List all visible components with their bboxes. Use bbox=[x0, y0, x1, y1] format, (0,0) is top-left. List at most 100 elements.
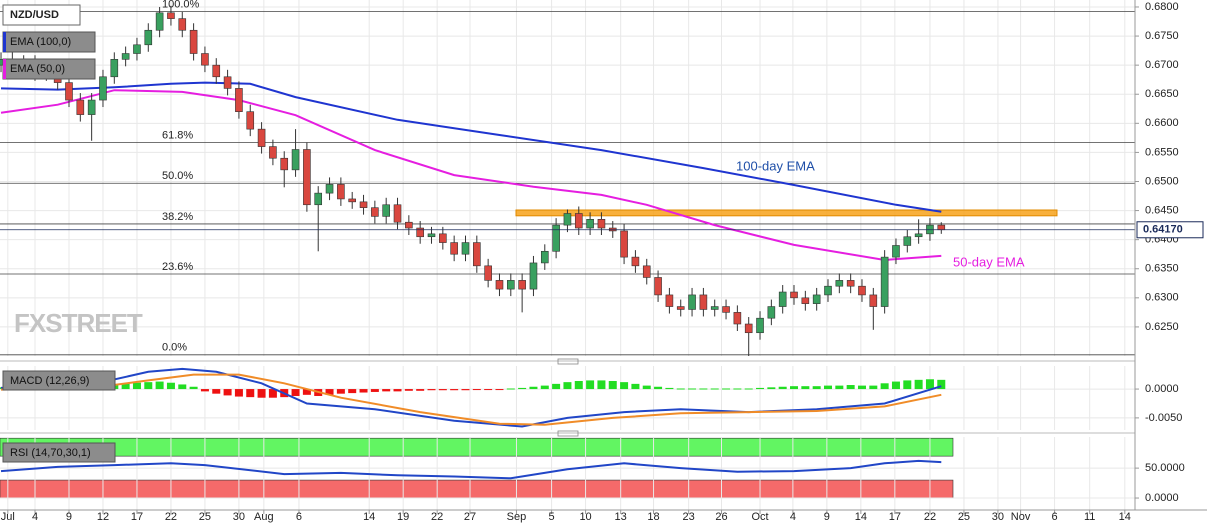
candle-body bbox=[801, 297, 810, 304]
candle-body bbox=[473, 242, 481, 267]
candle-body bbox=[540, 250, 549, 264]
histogram-bar bbox=[756, 387, 765, 390]
resize-handle[interactable] bbox=[557, 358, 579, 365]
x-tick-label: 30 bbox=[233, 511, 245, 523]
candle-body bbox=[880, 256, 889, 307]
candle-body bbox=[189, 29, 198, 54]
candle-body bbox=[869, 294, 878, 307]
candle-body bbox=[223, 76, 232, 89]
candle-body bbox=[620, 230, 628, 258]
histogram-bar bbox=[790, 386, 799, 390]
x-tick-label: 4 bbox=[32, 511, 38, 523]
x-tick-label: 11 bbox=[1084, 511, 1095, 523]
x-tick-label: 14 bbox=[363, 511, 375, 523]
candle-body bbox=[87, 99, 96, 115]
candle-body bbox=[631, 256, 640, 267]
x-tick-label: 17 bbox=[889, 511, 901, 523]
histogram-bar bbox=[336, 389, 345, 394]
candle-body bbox=[642, 265, 651, 278]
candle-body bbox=[699, 294, 708, 310]
candle-body bbox=[76, 99, 85, 115]
candle-body bbox=[257, 128, 266, 147]
histogram-bar bbox=[733, 388, 742, 390]
candle-body bbox=[235, 88, 243, 112]
series-line bbox=[0, 89, 942, 262]
panel-title: RSI (14,70,30,1) bbox=[10, 447, 91, 459]
histogram-bar bbox=[450, 389, 459, 391]
y-tick-label: 50.0000 bbox=[1145, 462, 1185, 474]
x-tick-label: 25 bbox=[958, 511, 970, 523]
last-price-box bbox=[1136, 221, 1204, 239]
candle-body bbox=[858, 285, 866, 296]
y-tick-label: 0.6350 bbox=[1145, 263, 1179, 275]
y-tick-label: 0.6250 bbox=[1145, 321, 1179, 333]
chart-title: NZD/USD bbox=[10, 9, 59, 21]
x-tick-label: 12 bbox=[97, 511, 109, 523]
candle-body bbox=[744, 323, 753, 334]
histogram-bar bbox=[438, 389, 447, 391]
candle-body bbox=[937, 224, 946, 231]
candle-body bbox=[563, 213, 572, 226]
x-tick-label: 9 bbox=[824, 511, 830, 523]
histogram-bar bbox=[529, 386, 538, 390]
x-tick-label: Aug bbox=[254, 511, 274, 523]
candle-body bbox=[461, 242, 470, 255]
histogram-bar bbox=[246, 389, 255, 398]
x-tick-label: Jul bbox=[1, 511, 15, 523]
series-line bbox=[0, 81, 942, 213]
x-tick-label: 25 bbox=[199, 511, 211, 523]
candle-body bbox=[133, 44, 141, 54]
candle-body bbox=[824, 285, 832, 296]
candle-body bbox=[303, 149, 311, 206]
legend-box bbox=[2, 4, 81, 26]
panel-title: MACD (12,26,9) bbox=[10, 375, 89, 387]
candle-body bbox=[325, 184, 334, 194]
legend-label: EMA (50,0) bbox=[10, 63, 65, 75]
x-tick-label: 10 bbox=[579, 511, 591, 523]
histogram-bar bbox=[631, 383, 640, 390]
histogram-bar bbox=[688, 388, 697, 390]
candle-body bbox=[269, 146, 277, 159]
histogram-bar bbox=[132, 382, 141, 390]
candle-body bbox=[812, 294, 821, 304]
histogram-bar bbox=[178, 384, 187, 390]
candle-body bbox=[676, 306, 685, 310]
histogram-bar bbox=[234, 389, 243, 397]
histogram-bar bbox=[710, 388, 719, 390]
histogram-bar bbox=[676, 388, 685, 390]
y-tick-label: 0.6800 bbox=[1145, 1, 1179, 13]
histogram-bar bbox=[268, 389, 277, 398]
candle-body bbox=[144, 29, 153, 46]
x-tick-label: 14 bbox=[855, 511, 867, 523]
candle-body bbox=[405, 221, 413, 229]
band bbox=[0, 479, 954, 499]
histogram-bar bbox=[699, 388, 708, 390]
histogram-bar bbox=[404, 389, 413, 391]
x-tick-label: 6 bbox=[296, 511, 302, 523]
legend-label: EMA (100,0) bbox=[10, 36, 71, 48]
histogram-bar bbox=[189, 386, 198, 390]
candle-body bbox=[201, 53, 209, 66]
candle-body bbox=[167, 12, 175, 19]
candle-body bbox=[450, 242, 458, 255]
resize-handle[interactable] bbox=[557, 430, 579, 437]
histogram-bar bbox=[302, 389, 311, 395]
histogram-bar bbox=[869, 385, 878, 390]
y-tick-label: 0.6450 bbox=[1145, 204, 1179, 216]
candle-body bbox=[495, 280, 504, 290]
histogram-bar bbox=[937, 379, 946, 390]
histogram-bar bbox=[880, 383, 889, 390]
candle-body bbox=[99, 76, 107, 101]
candle-body bbox=[529, 262, 538, 290]
candle-body bbox=[155, 12, 164, 31]
histogram-bar bbox=[472, 389, 481, 391]
candle-body bbox=[439, 233, 447, 243]
panel-title-box bbox=[2, 442, 116, 463]
candle-body bbox=[212, 64, 221, 78]
y-tick-label: -0.0050 bbox=[1145, 412, 1182, 424]
y-tick-label: 0.6650 bbox=[1145, 88, 1179, 100]
histogram-bar bbox=[812, 386, 821, 390]
candle-body bbox=[507, 280, 515, 290]
